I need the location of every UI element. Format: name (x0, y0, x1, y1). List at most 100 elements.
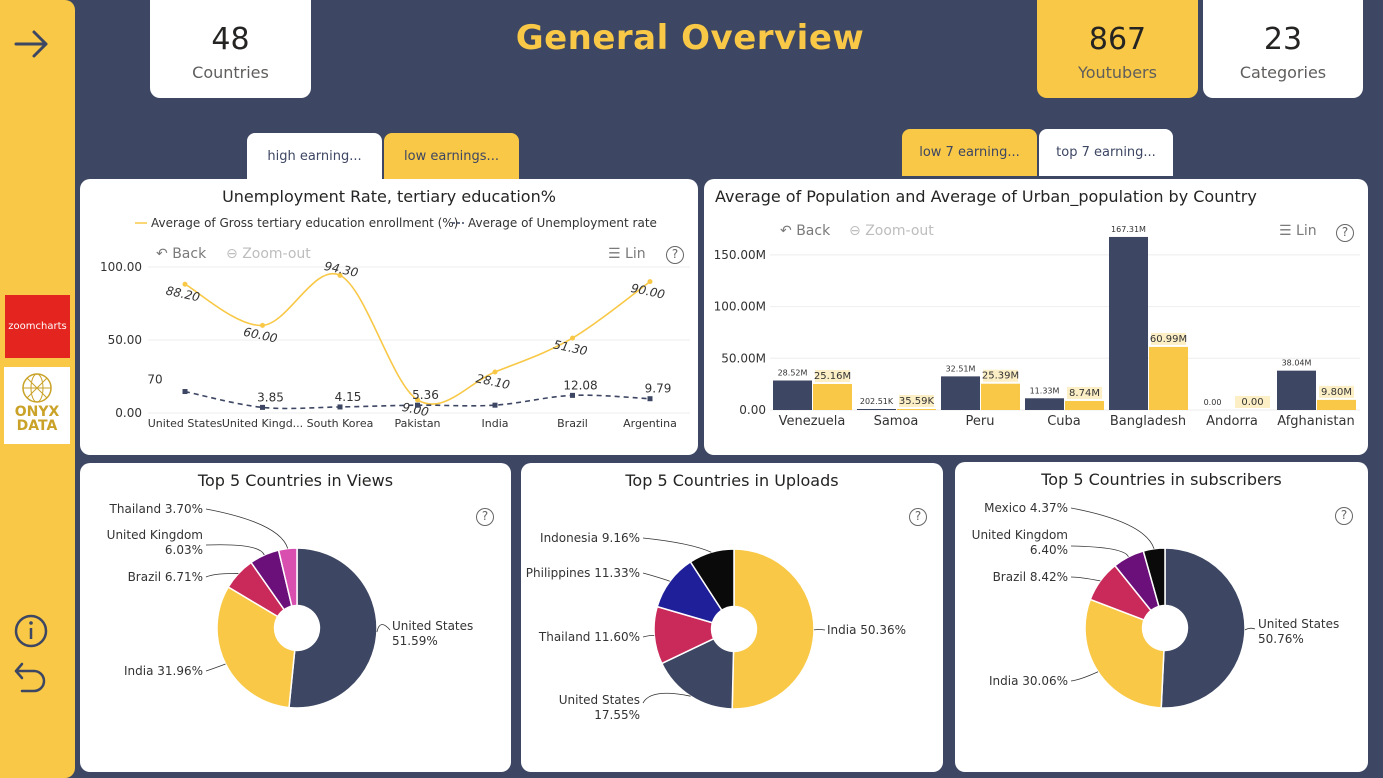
pie-slice (731, 548, 815, 710)
subscribers-pie-title: Top 5 Countries in subscribers (1041, 470, 1282, 489)
bar-data-label: 202.51K (860, 397, 894, 406)
slice-label: United States (392, 619, 473, 633)
slice-label: Thailand 3.70% (109, 502, 203, 516)
y-tick-label: 100.00M (714, 300, 766, 314)
help-icon[interactable]: ? (1336, 224, 1354, 242)
population-bar (857, 409, 896, 410)
bar-data-label: 25.16M (814, 371, 851, 382)
slice-label: United States (1258, 617, 1339, 631)
urban-label-bg (815, 369, 850, 382)
bar-data-label: 25.39M (982, 371, 1019, 382)
leader-line (205, 663, 226, 672)
slice-label: Brazil 8.42% (993, 570, 1068, 584)
unemployment-point (492, 402, 498, 408)
slice-label: United Kingdom (972, 528, 1068, 542)
slice-label: Indonesia 9.16% (540, 531, 640, 545)
tab-top-7-earning[interactable]: top 7 earning... (1039, 129, 1173, 176)
onyx-logo-line2: DATA (16, 418, 58, 434)
zoom-out-label: Zoom-out (242, 246, 311, 262)
info-icon[interactable] (12, 612, 50, 650)
enrollment-data-label: 51.30 (552, 337, 589, 358)
page-title: General Overview (515, 18, 865, 58)
lin-button[interactable]: ☰ Lin (608, 246, 646, 262)
back-button[interactable]: ↶ Back (780, 223, 831, 239)
leader-line (1070, 545, 1129, 558)
leader-line (205, 544, 265, 556)
kpi-youtubers-label: Youtubers (1078, 63, 1157, 82)
help-icon[interactable]: ? (909, 508, 927, 526)
bar-data-label: 167.31M (1111, 225, 1146, 234)
slice-label: 6.03% (165, 543, 203, 557)
bar-data-label: 35.59K (899, 396, 935, 407)
population-bar (1025, 398, 1064, 410)
slice-label: Mexico 4.37% (984, 501, 1068, 515)
slice-label: India 50.36% (827, 623, 906, 637)
leader-line (642, 692, 691, 704)
leader-line (205, 508, 289, 549)
unemployment-data-label: 70 (147, 373, 162, 387)
unemployment-point (260, 404, 265, 410)
leader-line (1070, 576, 1101, 582)
bar-data-label: 0.00 (1204, 398, 1222, 407)
zoom-out-button[interactable]: ⊖ Zoom-out (226, 246, 311, 262)
help-icon[interactable]: ? (1335, 507, 1353, 525)
tab-low-7-earning[interactable]: low 7 earning... (902, 129, 1037, 176)
tab-high-earning[interactable]: high earning... (247, 133, 382, 180)
y-tick-label: 50.00M (721, 351, 766, 365)
help-icon[interactable]: ? (666, 246, 684, 264)
x-tick-label: India (482, 417, 509, 430)
back-button[interactable]: ↶ Back (156, 246, 207, 262)
kpi-countries-value: 48 (211, 22, 250, 57)
x-tick-label: Pakistan (394, 417, 440, 430)
unemployment-point (182, 389, 188, 395)
bar-data-label: 38.04M (1282, 359, 1312, 368)
x-tick-label: Bangladesh (1110, 414, 1186, 429)
pie-slice (288, 547, 378, 709)
zoom-out-button[interactable]: ⊖ Zoom-out (849, 223, 934, 239)
slice-label: 50.76% (1258, 632, 1304, 646)
population-bar (941, 376, 980, 410)
bar-data-label: 11.33M (1030, 386, 1060, 395)
population-chart-title: Average of Population and Average of Urb… (715, 187, 1257, 206)
donut-hole (1141, 604, 1189, 652)
bar-data-label: 8.74M (1069, 388, 1100, 399)
pie-slice (660, 627, 735, 710)
population-bar (773, 380, 812, 410)
kpi-youtubers: 867 Youtubers (1037, 0, 1198, 98)
kpi-countries-label: Countries (192, 63, 269, 82)
urban-population-bar (1149, 346, 1188, 410)
arrow-right-icon[interactable] (10, 22, 54, 66)
x-tick-label: Peru (966, 414, 995, 429)
help-icon[interactable]: ? (476, 508, 494, 526)
lin-button[interactable]: ☰ Lin (1279, 223, 1317, 239)
unemployment-point (570, 392, 575, 398)
population-bar (1109, 236, 1148, 410)
slice-label: Thailand 11.60% (538, 630, 640, 644)
unemployment-data-label: 12.08 (563, 378, 597, 392)
slice-label: Philippines 11.33% (526, 566, 640, 580)
leader-line (813, 629, 826, 631)
lin-label: Lin (1296, 223, 1317, 239)
tab-low-earnings[interactable]: low earnings... (384, 133, 519, 180)
urban-label-bg (1235, 396, 1270, 408)
urban-label-bg (1319, 385, 1354, 398)
urban-population-bar (981, 383, 1020, 410)
x-tick-label: Argentina (623, 417, 677, 430)
urban-label-bg (1067, 386, 1102, 399)
undo-icon[interactable] (12, 658, 50, 696)
unemployment-chart-card: Unemployment Rate, tertiary education% ↶… (80, 179, 698, 455)
leader-line (1070, 671, 1099, 682)
leader-line (642, 634, 655, 638)
leader-line (1244, 627, 1256, 631)
sidebar: zoomcharts ONYX DATA (0, 0, 75, 778)
subscribers-pie-card: Top 5 Countries in subscribers ? United … (955, 462, 1368, 772)
enrollment-point (492, 369, 498, 375)
urban-label-bg (1151, 332, 1186, 345)
enrollment-data-label: 9.00 (401, 400, 430, 419)
leader-line (1070, 507, 1155, 549)
donut-hole (273, 604, 321, 652)
leader-line (376, 624, 391, 633)
onyx-logo-line1: ONYX (14, 404, 60, 420)
